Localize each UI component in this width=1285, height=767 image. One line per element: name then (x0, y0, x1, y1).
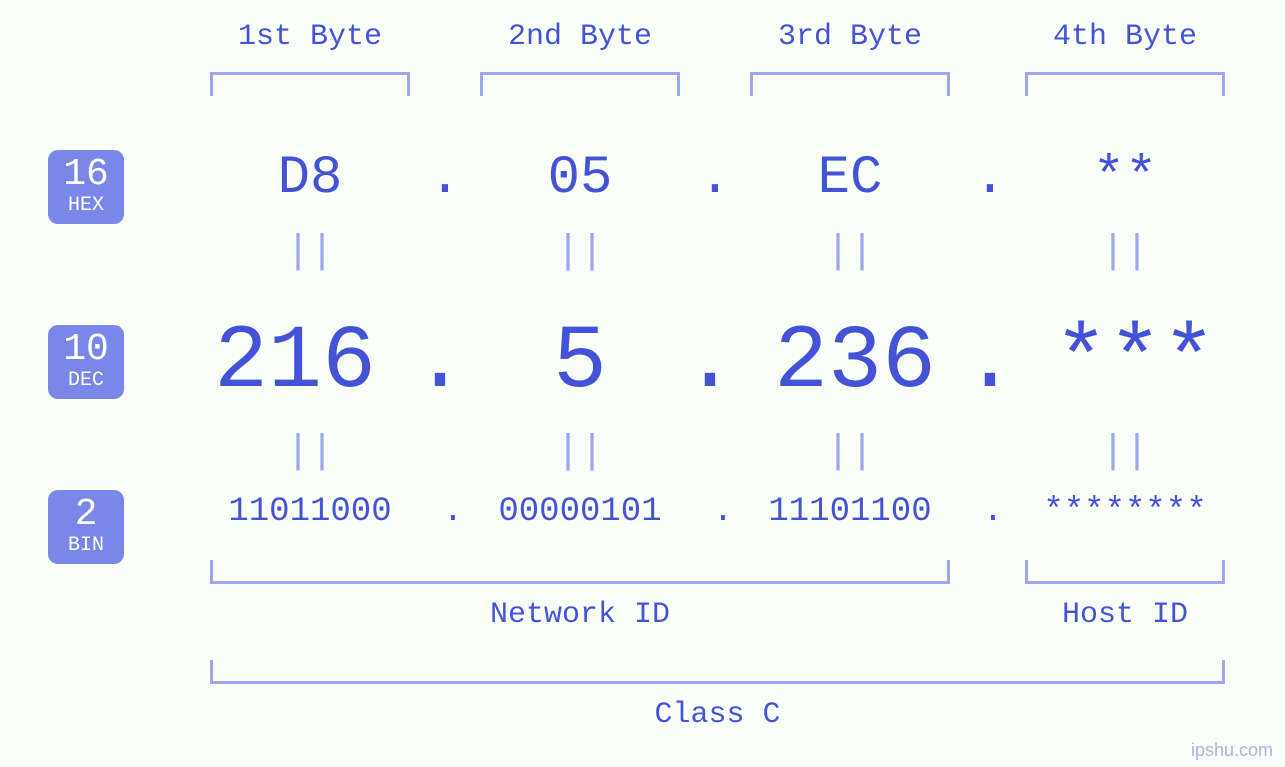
eq-2-1: || (210, 430, 410, 475)
hex-badge-label: HEX (48, 196, 124, 216)
eq-1-2: || (480, 230, 680, 275)
dec-dot-1: . (400, 312, 480, 414)
hex-byte-3: EC (750, 148, 950, 209)
ip-diagram: 1st Byte 2nd Byte 3rd Byte 4th Byte 16 H… (0, 0, 1285, 767)
eq-1-1: || (210, 230, 410, 275)
dec-dot-3: . (950, 312, 1030, 414)
byte-bracket-4 (1025, 72, 1225, 96)
eq-1-3: || (750, 230, 950, 275)
eq-2-2: || (480, 430, 680, 475)
eq-2-3: || (750, 430, 950, 475)
dec-byte-3: 236 (740, 312, 970, 414)
bin-badge-num: 2 (48, 496, 124, 534)
host-id-bracket (1025, 560, 1225, 584)
bin-byte-4: ******** (1010, 493, 1240, 531)
watermark: ipshu.com (1191, 740, 1273, 761)
dec-byte-2: 5 (480, 312, 680, 414)
network-id-bracket (210, 560, 950, 584)
host-id-label: Host ID (1025, 598, 1225, 632)
hex-byte-1: D8 (210, 148, 410, 209)
class-label: Class C (210, 698, 1225, 732)
dec-badge: 10 DEC (48, 325, 124, 399)
byte-bracket-3 (750, 72, 950, 96)
hex-byte-4: ** (1025, 148, 1225, 209)
byte-bracket-1 (210, 72, 410, 96)
dec-byte-1: 216 (180, 312, 410, 414)
eq-1-4: || (1025, 230, 1225, 275)
dec-badge-label: DEC (48, 371, 124, 391)
dec-byte-4: *** (1020, 312, 1250, 414)
bin-badge-label: BIN (48, 536, 124, 556)
hex-dot-3: . (960, 148, 1020, 209)
bin-badge: 2 BIN (48, 490, 124, 564)
eq-2-4: || (1025, 430, 1225, 475)
hex-badge: 16 HEX (48, 150, 124, 224)
byte-bracket-2 (480, 72, 680, 96)
bin-byte-2: 00000101 (465, 493, 695, 531)
hex-byte-2: 05 (480, 148, 680, 209)
class-bracket (210, 660, 1225, 684)
byte-label-2: 2nd Byte (480, 20, 680, 54)
byte-label-3: 3rd Byte (750, 20, 950, 54)
hex-badge-num: 16 (48, 156, 124, 194)
byte-label-1: 1st Byte (210, 20, 410, 54)
dec-dot-2: . (670, 312, 750, 414)
hex-dot-1: . (415, 148, 475, 209)
dec-badge-num: 10 (48, 331, 124, 369)
bin-byte-1: 11011000 (195, 493, 425, 531)
network-id-label: Network ID (210, 598, 950, 632)
hex-dot-2: . (685, 148, 745, 209)
byte-label-4: 4th Byte (1025, 20, 1225, 54)
bin-byte-3: 11101100 (735, 493, 965, 531)
